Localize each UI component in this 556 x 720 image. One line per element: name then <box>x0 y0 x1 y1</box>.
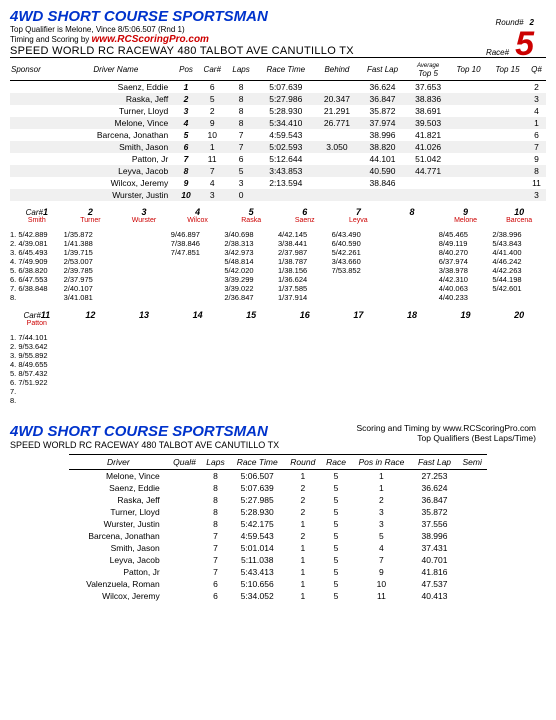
lap-column <box>439 329 493 405</box>
qcol-laps: Laps <box>201 455 230 470</box>
lap-column <box>332 329 386 405</box>
col-laps: Laps <box>227 58 256 81</box>
table-row: Valenzuela, Roman65:10.656151047.537 <box>69 578 487 590</box>
car-column: Car#11Patton <box>10 310 64 327</box>
col-average-top-5: AverageTop 5 <box>407 58 449 81</box>
car-column: Car#1Smith <box>10 207 64 224</box>
car-column: 16 <box>278 310 332 327</box>
car-header-row-1: Car#1Smith2Turner3Wurster4Wilcox5Raska6S… <box>10 207 546 224</box>
car-column: 9Melone <box>439 207 493 224</box>
table-row: Saenz, Eddie1685:07.63936.62437.6532 <box>10 81 546 94</box>
table-row: Patton, Jr75:43.41315941.816 <box>69 566 487 578</box>
timing-line: Timing and Scoring by www.RCScoringPro.c… <box>10 34 546 45</box>
table-row: Melone, Vince85:06.50715127.253 <box>69 470 487 483</box>
col-driver-name: Driver Name <box>57 58 174 81</box>
table-row: Leyva, Jacob8753:43.85340.59044.7718 <box>10 165 546 177</box>
venue-line: SPEED WORLD RC RACEWAY 480 TALBOT AVE CA… <box>10 45 546 57</box>
lap-column: 9/46.8977/38.8467/47.851 <box>171 226 225 302</box>
col-sponsor: Sponsor <box>10 58 57 81</box>
qcol-race-time: Race Time <box>230 455 285 470</box>
car-column: 6Saenz <box>278 207 332 224</box>
lap-column: 1/35.8721/41.3881/39.7152/53.0072/39.785… <box>64 226 118 302</box>
col-pos: Pos <box>174 58 198 81</box>
lap-column: 4/42.1453/38.4412/37.9871/38.7871/38.156… <box>278 226 332 302</box>
lap-column <box>224 329 278 405</box>
car-column: 18 <box>385 310 439 327</box>
lap-column <box>385 329 439 405</box>
table-row: Smith, Jason75:01.01415437.431 <box>69 542 487 554</box>
table-row: Wurster, Justin10303 <box>10 189 546 201</box>
top-qualifier-line: Top Qualifier is Melone, Vince 8/5:06.50… <box>10 25 546 34</box>
table-row: Barcena, Jonathan74:59.54325538.996 <box>69 530 487 542</box>
car-column: 3Wurster <box>117 207 171 224</box>
race-label: Race# <box>486 48 509 57</box>
car-column: 15 <box>224 310 278 327</box>
car-header-row-2: Car#11Patton12 13 14 15 16 17 18 19 20 <box>10 310 546 327</box>
qcol-qual-: Qual# <box>168 455 202 470</box>
col-behind: Behind <box>316 58 358 81</box>
timing-site: www.RCScoringPro.com <box>92 34 209 45</box>
qcol-fast-lap: Fast Lap <box>412 455 458 470</box>
table-row: Saenz, Eddie85:07.63925136.624 <box>69 482 487 494</box>
car-column: 19 <box>439 310 493 327</box>
car-column: 5Raska <box>224 207 278 224</box>
lap-column: 2/38.9965/43.8434/41.4004/46.2424/42.263… <box>492 226 546 302</box>
qcol-semi: Semi <box>457 455 487 470</box>
table-row: Raska, Jeff85:27.98525236.847 <box>69 494 487 506</box>
lap-column: 1. 5/42.8892. 4/39.0813. 6/45.4934. 7/49… <box>10 226 64 302</box>
table-row: Patton, Jr71165:12.64444.10151.0429 <box>10 153 546 165</box>
lap-column <box>385 226 439 302</box>
car-column: 8 <box>385 207 439 224</box>
qualifiers-section: Scoring and Timing by www.RCScoringPro.c… <box>10 423 546 602</box>
car-column: 10Barcena <box>492 207 546 224</box>
lap-column: 3/40.6982/38.3133/42.9735/48.8145/42.020… <box>224 226 278 302</box>
lap-column: 1. 7/44.1012. 9/53.6423. 9/55.8924. 8/49… <box>10 329 64 405</box>
scoring-note: Scoring and Timing by www.RCScoringPro.c… <box>356 423 536 443</box>
qcol-driver: Driver <box>69 455 168 470</box>
lap-column: 8/45.4658/49.1198/40.2706/37.9743/38.978… <box>439 226 493 302</box>
lap-times-row-1: 1. 5/42.8892. 4/39.0813. 6/45.4934. 7/49… <box>10 226 546 302</box>
table-row: Wilcox, Jeremy65:34.052151140.413 <box>69 590 487 602</box>
car-column: 7Leyva <box>332 207 386 224</box>
car-column: 17 <box>332 310 386 327</box>
race-number: 5 <box>515 31 534 58</box>
lap-column <box>117 329 171 405</box>
table-row: Leyva, Jacob75:11.03815740.701 <box>69 554 487 566</box>
results-table: SponsorDriver NamePosCar#LapsRace TimeBe… <box>10 57 546 201</box>
qcol-race: Race <box>321 455 351 470</box>
qualifiers-table: DriverQual#LapsRace TimeRoundRacePos in … <box>69 454 487 602</box>
qcol-pos-in-race: Pos in Race <box>351 455 412 470</box>
header: Round# 2 Race# 5 4WD SHORT COURSE SPORTS… <box>10 8 546 57</box>
table-row: Smith, Jason6175:02.5933.05038.82041.026… <box>10 141 546 153</box>
table-row: Melone, Vince4985:34.41026.77137.97439.5… <box>10 117 546 129</box>
col-fast-lap: Fast Lap <box>358 58 407 81</box>
car-column: 20 <box>492 310 546 327</box>
car-column: 2Turner <box>64 207 118 224</box>
lap-column <box>492 329 546 405</box>
table-row: Turner, Lloyd85:28.93025335.872 <box>69 506 487 518</box>
lap-column <box>278 329 332 405</box>
lap-times-row-2: 1. 7/44.1012. 9/53.6423. 9/55.8924. 8/49… <box>10 329 546 405</box>
table-row: Barcena, Jonathan51074:59.54338.99641.82… <box>10 129 546 141</box>
car-column: 14 <box>171 310 225 327</box>
car-column: 12 <box>64 310 118 327</box>
col-top-10: Top 10 <box>449 58 488 81</box>
table-row: Wilcox, Jeremy9432:13.59438.84611 <box>10 177 546 189</box>
class-title: 4WD SHORT COURSE SPORTSMAN <box>10 8 546 25</box>
col-race-time: Race Time <box>256 58 317 81</box>
qcol-round: Round <box>285 455 321 470</box>
car-column: 4Wilcox <box>171 207 225 224</box>
lap-column <box>171 329 225 405</box>
col-car-: Car# <box>198 58 227 81</box>
table-row: Raska, Jeff2585:27.98620.34736.84738.836… <box>10 93 546 105</box>
car-column: 13 <box>117 310 171 327</box>
lap-column: 6/43.4906/40.5905/42.2613/43.6607/53.852 <box>332 226 386 302</box>
round-race-box: Round# 2 Race# 5 <box>486 18 534 58</box>
table-row: Wurster, Justin85:42.17515337.556 <box>69 518 487 530</box>
lap-column <box>117 226 171 302</box>
lap-column <box>64 329 118 405</box>
table-row: Turner, Lloyd3285:28.93021.29135.87238.6… <box>10 105 546 117</box>
